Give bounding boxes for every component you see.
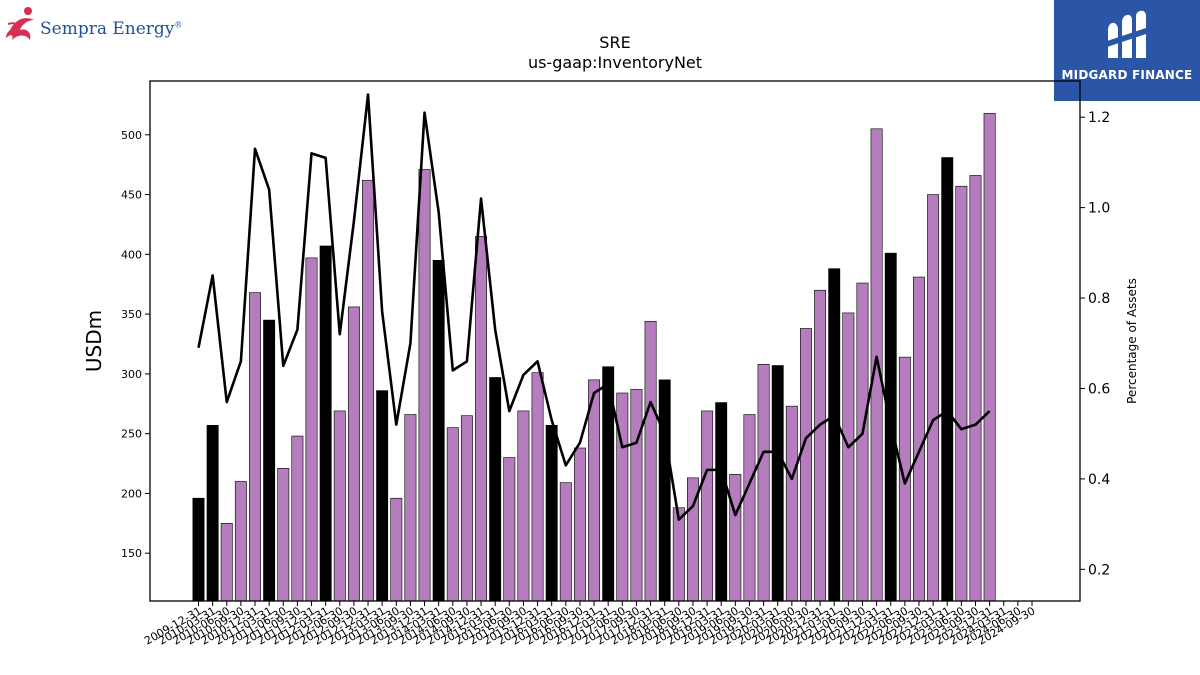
bar bbox=[927, 194, 940, 602]
bar bbox=[969, 175, 982, 602]
bar bbox=[559, 482, 572, 602]
bar bbox=[913, 276, 925, 602]
midgard-m-icon bbox=[1104, 10, 1152, 59]
bar bbox=[475, 236, 487, 602]
bar bbox=[531, 372, 544, 602]
bar bbox=[192, 497, 205, 602]
bar bbox=[333, 410, 346, 602]
y-tick-label: 350 bbox=[121, 308, 142, 321]
bar bbox=[870, 128, 883, 602]
bar bbox=[545, 424, 558, 602]
bar bbox=[672, 507, 685, 602]
y2-tick-label: 0.4 bbox=[1088, 472, 1110, 488]
percentage-line bbox=[197, 93, 991, 521]
y-axis-left: 150 200 250 300 350 400 450 500 bbox=[121, 129, 150, 560]
bar bbox=[800, 328, 812, 602]
y-axis-label: USDm bbox=[82, 310, 106, 372]
bar bbox=[743, 414, 756, 602]
y-tick-label: 150 bbox=[121, 547, 142, 560]
bar bbox=[828, 268, 841, 602]
bar bbox=[489, 377, 502, 602]
bar bbox=[771, 365, 784, 602]
y2-tick-label: 0.6 bbox=[1088, 381, 1110, 397]
bar bbox=[644, 320, 657, 602]
bar bbox=[701, 410, 714, 602]
y2-tick-label: 1.0 bbox=[1088, 201, 1110, 217]
sempra-figure-icon bbox=[6, 7, 34, 40]
chart-subtitle: us-gaap:InventoryNet bbox=[528, 53, 702, 72]
bar bbox=[206, 424, 219, 602]
midgard-brand-text: MIDGARD FINANCE bbox=[1061, 68, 1193, 82]
bar bbox=[729, 473, 742, 602]
bar bbox=[814, 289, 827, 602]
bar bbox=[842, 312, 855, 602]
bar bbox=[220, 522, 233, 602]
bar bbox=[588, 379, 601, 602]
y-tick-label: 450 bbox=[121, 189, 142, 202]
bar bbox=[460, 415, 473, 602]
plot-frame bbox=[149, 80, 1081, 602]
bar bbox=[983, 112, 996, 602]
bar bbox=[418, 169, 431, 602]
y2-tick-label: 1.2 bbox=[1088, 110, 1110, 126]
sempra-brand-text: Sempra Energy® bbox=[40, 19, 183, 39]
chart-title: SRE bbox=[599, 33, 630, 52]
bar bbox=[517, 410, 530, 602]
bar bbox=[277, 468, 290, 602]
bar bbox=[941, 157, 954, 602]
bar bbox=[390, 497, 403, 602]
bar bbox=[503, 457, 516, 602]
bar bbox=[658, 379, 671, 602]
bar bbox=[319, 245, 332, 602]
bar bbox=[249, 292, 261, 602]
sempra-energy-logo: Sempra Energy® bbox=[4, 4, 204, 46]
bar bbox=[305, 257, 318, 602]
bar bbox=[955, 185, 968, 602]
line-layer bbox=[197, 93, 991, 521]
bar bbox=[376, 390, 389, 602]
bar bbox=[234, 481, 247, 602]
y2-tick-label: 0.8 bbox=[1088, 291, 1110, 307]
bar bbox=[362, 179, 374, 602]
bar bbox=[291, 435, 304, 602]
bar bbox=[715, 402, 728, 602]
y-tick-label: 200 bbox=[121, 487, 142, 500]
bar bbox=[432, 260, 445, 602]
y-tick-label: 300 bbox=[121, 368, 142, 381]
x-axis: 2009-12-312010-03-312010-06-302010-09-30… bbox=[142, 601, 1038, 648]
y-axis-right: 0.2 0.4 0.6 0.8 1.0 1.2 bbox=[1080, 110, 1110, 578]
bar bbox=[573, 447, 586, 602]
bars-layer bbox=[192, 112, 996, 602]
bar bbox=[630, 389, 643, 602]
midgard-finance-logo: MIDGARD FINANCE bbox=[1054, 0, 1200, 101]
y-tick-label: 400 bbox=[121, 248, 142, 261]
bar bbox=[757, 364, 770, 602]
y2-axis-label: Percentage of Assets bbox=[1125, 278, 1139, 404]
bar bbox=[404, 414, 417, 602]
y-tick-label: 250 bbox=[121, 428, 142, 441]
bar bbox=[856, 282, 869, 602]
y2-tick-label: 0.2 bbox=[1088, 562, 1110, 578]
bar bbox=[263, 319, 276, 602]
bar bbox=[347, 306, 360, 602]
bar bbox=[446, 427, 459, 602]
y-tick-label: 500 bbox=[121, 129, 142, 142]
bar bbox=[785, 405, 798, 602]
